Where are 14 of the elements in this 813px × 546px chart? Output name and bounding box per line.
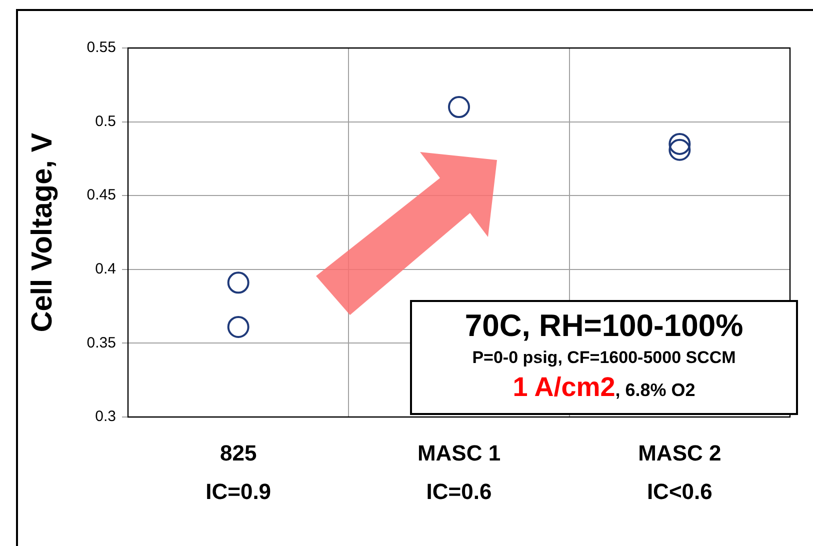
annotation: P=0-0 psig, CF=1600-5000 SCCM (471, 348, 737, 368)
annotation: 1 A/cm2, 6.8% O2 (512, 372, 696, 403)
annotation: 70C, RH=100-100% (464, 308, 744, 344)
x-tick-label: MASC 1 IC=0.6 (417, 440, 501, 504)
y-tick-label: 0.4 (95, 260, 116, 278)
y-axis-title: Cell Voltage, V (26, 132, 58, 332)
x-tick-label: 825 IC=0.9 (206, 440, 272, 504)
x-tick-label: MASC 2 IC<0.6 (638, 440, 722, 504)
y-tick-label: 0.45 (86, 186, 116, 204)
y-tick-label: 0.55 (86, 39, 116, 56)
y-tick-label: 0.35 (86, 334, 116, 352)
y-tick-label: 0.5 (95, 112, 116, 130)
y-tick-label: 0.3 (95, 408, 116, 426)
text-box: 70C, RH=100-100% P=0-0 psig, CF=1600-5000 SCCM 1 A/cm2, 6.8% O2 (410, 300, 798, 415)
